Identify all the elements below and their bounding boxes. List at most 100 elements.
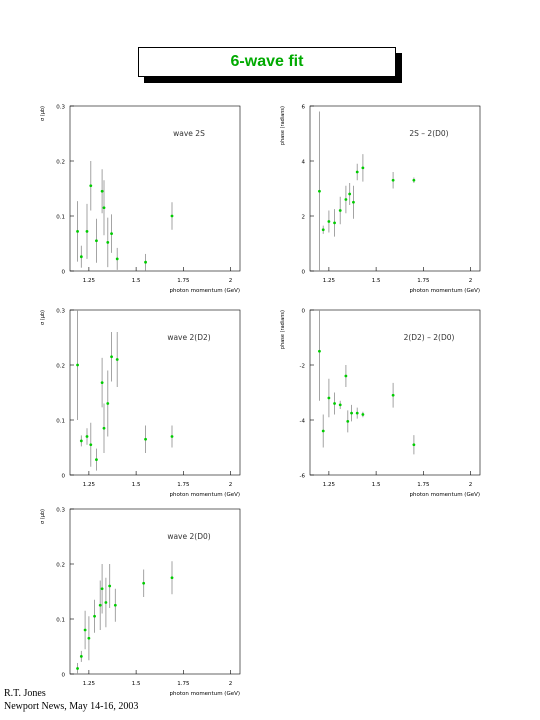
x-axis-label: photon momentum (GeV) bbox=[170, 691, 241, 697]
data-point bbox=[93, 614, 96, 618]
data-point bbox=[412, 443, 416, 447]
data-point bbox=[76, 363, 79, 367]
y-tick-label: 0 bbox=[302, 270, 306, 276]
x-tick-label: 1.5 bbox=[132, 482, 141, 488]
x-axis-label: photon momentum (GeV) bbox=[170, 492, 241, 498]
data-point bbox=[352, 200, 355, 204]
data-point bbox=[89, 184, 93, 188]
y-tick-label: 0.3 bbox=[56, 508, 65, 514]
y-tick-label: -4 bbox=[300, 419, 306, 425]
x-tick-label: 1.75 bbox=[177, 482, 190, 488]
data-point bbox=[344, 198, 348, 201]
data-point bbox=[321, 429, 325, 433]
data-point bbox=[100, 381, 104, 384]
data-point bbox=[144, 260, 147, 264]
y-tick-label: 0.1 bbox=[56, 618, 65, 624]
data-point bbox=[110, 232, 113, 236]
data-point bbox=[350, 411, 353, 415]
data-point bbox=[85, 230, 89, 233]
data-point bbox=[98, 603, 102, 607]
data-point bbox=[108, 584, 112, 588]
x-tick-label: 2 bbox=[229, 482, 233, 488]
title-box: 6-wave fit bbox=[138, 47, 396, 77]
y-tick-label: 0.3 bbox=[56, 309, 65, 315]
data-point bbox=[89, 443, 93, 447]
x-axis-label: photon momentum (GeV) bbox=[410, 492, 481, 498]
data-point bbox=[79, 255, 83, 259]
x-tick-label: 1.75 bbox=[177, 278, 190, 284]
data-point bbox=[115, 257, 119, 261]
y-axis-label: σ (μb) bbox=[40, 509, 46, 524]
footer-venue: Newport News, May 14-16, 2003 bbox=[4, 701, 139, 712]
y-tick-label: 0.2 bbox=[56, 160, 65, 166]
y-axis-label: phase (radians) bbox=[280, 106, 286, 145]
data-point bbox=[348, 192, 352, 196]
data-point bbox=[79, 439, 83, 443]
data-point bbox=[106, 402, 110, 405]
data-point bbox=[391, 393, 395, 397]
plot-annotation: 2(D2) – 2(D0) bbox=[404, 333, 455, 342]
data-point bbox=[318, 349, 321, 353]
plot-annotation: wave 2(D0) bbox=[167, 532, 210, 541]
data-point bbox=[76, 667, 79, 670]
data-point bbox=[170, 214, 174, 218]
data-point bbox=[333, 402, 336, 405]
data-point bbox=[170, 576, 174, 580]
data-point bbox=[361, 166, 365, 170]
data-point bbox=[102, 206, 106, 210]
y-axis-label: σ (μb) bbox=[40, 310, 46, 325]
data-point bbox=[83, 628, 87, 632]
y-tick-label: 0.1 bbox=[56, 419, 65, 425]
x-tick-label: 1.75 bbox=[417, 482, 430, 488]
data-point bbox=[95, 239, 98, 243]
x-axis-label: photon momentum (GeV) bbox=[170, 288, 241, 294]
data-point bbox=[85, 435, 89, 438]
data-point bbox=[318, 189, 321, 193]
data-point bbox=[79, 655, 83, 658]
y-tick-label: 0.3 bbox=[56, 105, 65, 111]
y-tick-label: 4 bbox=[302, 160, 306, 166]
chart-wave-2s: 0 0.1 0.2 0.3 1.25 1.5 1.75 2 photon momentum (G… bbox=[40, 105, 241, 294]
plot-annotation: wave 2(D2) bbox=[167, 333, 210, 342]
footer-author: R.T. Jones bbox=[4, 688, 46, 699]
data-point bbox=[144, 437, 147, 441]
plot-frame bbox=[69, 508, 241, 675]
data-point bbox=[106, 241, 110, 244]
plot-frame bbox=[69, 309, 241, 476]
plot-annotation: wave 2S bbox=[173, 129, 205, 138]
page-title: 6-wave fit bbox=[230, 53, 304, 70]
x-tick-label: 1.5 bbox=[132, 278, 141, 284]
y-tick-label: 0 bbox=[302, 309, 306, 315]
data-point bbox=[102, 426, 106, 430]
x-tick-label: 1.5 bbox=[372, 482, 381, 488]
data-point bbox=[333, 221, 336, 225]
data-point bbox=[355, 170, 359, 174]
y-tick-label: 0 bbox=[62, 474, 66, 480]
x-tick-label: 1.25 bbox=[83, 278, 96, 284]
chart-wave-2d2: 0 0.1 0.2 0.3 1.25 1.5 1.75 2 photon momentum (G… bbox=[40, 309, 241, 498]
data-point bbox=[100, 587, 104, 591]
y-tick-label: 2 bbox=[302, 215, 306, 221]
x-tick-label: 2 bbox=[229, 278, 233, 284]
x-axis-label: photon momentum (GeV) bbox=[410, 288, 481, 294]
y-tick-label: 0.2 bbox=[56, 364, 65, 370]
y-tick-label: 0.1 bbox=[56, 215, 65, 221]
y-tick-label: -2 bbox=[300, 364, 305, 370]
y-axis-label: σ (μb) bbox=[40, 106, 46, 121]
plot-annotation: 2S – 2(D0) bbox=[409, 129, 448, 138]
chart-phase-2s-2d0: 0 2 4 6 1.25 1.5 1.75 2 photon momentum (GeV) pha… bbox=[280, 105, 481, 294]
y-tick-label: 0.2 bbox=[56, 563, 65, 569]
data-point bbox=[104, 601, 108, 604]
data-point bbox=[115, 358, 119, 361]
data-point bbox=[87, 636, 91, 640]
data-point bbox=[110, 355, 113, 359]
x-tick-label: 1.25 bbox=[83, 482, 96, 488]
data-point bbox=[100, 189, 104, 193]
data-point bbox=[338, 403, 342, 407]
data-point bbox=[361, 413, 365, 416]
data-point bbox=[391, 178, 395, 182]
data-point bbox=[346, 419, 350, 423]
plot-frame bbox=[309, 105, 481, 272]
x-tick-label: 1.75 bbox=[177, 681, 190, 687]
data-point bbox=[142, 581, 146, 585]
